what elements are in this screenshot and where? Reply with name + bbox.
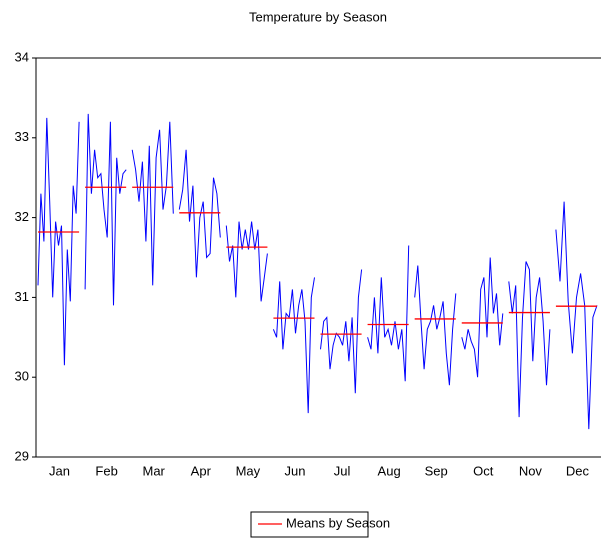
season-line — [272, 277, 315, 414]
season-line — [131, 121, 174, 286]
x-tick-label: Jul — [334, 463, 351, 478]
x-tick-label: Dec — [566, 463, 590, 478]
y-tick-label: 32 — [15, 209, 29, 224]
y-tick-label: 29 — [15, 448, 29, 463]
season-line — [225, 221, 268, 302]
season-line — [37, 117, 80, 366]
x-tick-label: Sep — [425, 463, 448, 478]
x-tick-label: Jan — [49, 463, 70, 478]
y-tick-label: 33 — [15, 129, 29, 144]
chart-title: Temperature by Season — [249, 9, 387, 24]
x-tick-label: May — [236, 463, 261, 478]
y-tick-label: 30 — [15, 369, 29, 384]
legend-label: Means by Season — [286, 515, 390, 530]
season-line — [414, 265, 457, 386]
season-line — [320, 269, 363, 394]
y-tick-label: 31 — [15, 289, 29, 304]
y-tick-label: 34 — [15, 49, 29, 64]
x-tick-label: Oct — [473, 463, 494, 478]
x-tick-label: Nov — [519, 463, 543, 478]
season-line — [84, 113, 127, 306]
season-line — [508, 261, 551, 418]
x-tick-label: Mar — [143, 463, 166, 478]
x-tick-label: Feb — [95, 463, 117, 478]
x-tick-label: Jun — [284, 463, 305, 478]
season-line — [367, 245, 410, 382]
season-line — [178, 149, 221, 278]
season-line — [555, 201, 598, 430]
x-tick-label: Apr — [191, 463, 212, 478]
legend-box — [250, 511, 369, 538]
season-line — [461, 257, 504, 378]
x-tick-label: Aug — [378, 463, 401, 478]
